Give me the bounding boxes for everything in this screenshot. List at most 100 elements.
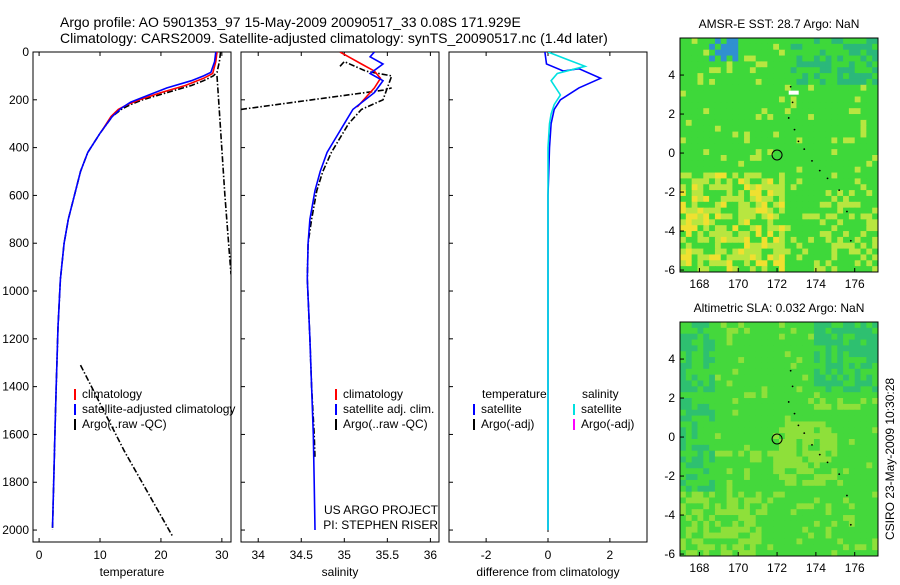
sla-cell: [802, 444, 809, 452]
sla-cell: [680, 339, 687, 346]
sla-cell: [790, 339, 798, 346]
sst-cell: [680, 248, 687, 256]
sst-cell: [773, 61, 780, 68]
sst-cell: [738, 172, 745, 179]
sst-cell: [685, 248, 693, 256]
sla-cell: [837, 509, 844, 516]
sla-cell: [837, 468, 844, 475]
sla-cell: [843, 362, 850, 370]
sst-cell: [732, 190, 739, 197]
sla-cell: [848, 427, 856, 434]
sst-cell: [767, 213, 774, 220]
sla-cell: [796, 503, 803, 510]
sst-cell: [680, 55, 687, 62]
sla-cell: [773, 439, 780, 446]
sst-cell: [685, 231, 693, 238]
sla-cell: [691, 526, 699, 534]
sst-cell: [802, 143, 809, 150]
sla-cell: [691, 345, 699, 352]
sst-cell: [831, 61, 838, 68]
sst-cell: [697, 201, 704, 209]
sst-cell: [819, 190, 827, 197]
sst-cell: [714, 90, 722, 98]
sst-cell: [732, 137, 739, 144]
sla-cell: [872, 433, 878, 440]
sla-cell: [779, 398, 786, 405]
sst-cell: [767, 184, 774, 191]
sla-cell: [819, 368, 827, 376]
sla-cell: [709, 339, 716, 346]
sla-cell: [796, 450, 803, 458]
sla-cell: [749, 357, 757, 364]
sla-cell: [808, 403, 815, 411]
sla-cell: [738, 462, 745, 469]
sst-xtick-label: 168: [689, 277, 709, 291]
sla-cell: [790, 403, 798, 411]
sla-cell: [703, 462, 710, 469]
sst-cell: [691, 43, 699, 51]
sst-cell: [790, 242, 798, 250]
sst-cell: [854, 166, 862, 174]
sla-cell: [691, 444, 699, 452]
sla-cell: [773, 509, 780, 516]
sst-cell: [726, 242, 734, 250]
sst-cell: [714, 38, 722, 45]
sst-cell: [732, 43, 739, 51]
sla-xtick-label: 176: [845, 561, 865, 575]
sst-cell: [825, 137, 833, 144]
sla-cell: [831, 351, 838, 358]
sla-cell: [755, 327, 763, 335]
sla-cell: [866, 433, 873, 440]
sst-cell: [825, 43, 833, 51]
sla-cell: [755, 468, 763, 475]
sla-cell: [848, 509, 856, 516]
sst-cell: [761, 84, 768, 92]
sla-cell: [796, 439, 803, 446]
sst-cell: [749, 102, 757, 109]
sst-cell: [703, 236, 710, 244]
sla-cell: [843, 444, 850, 452]
sla-cell: [732, 362, 739, 370]
sla-cell: [802, 339, 809, 346]
sla-cell: [749, 386, 757, 393]
sst-cell: [819, 248, 827, 256]
sst-cell: [744, 119, 751, 127]
sla-cell: [796, 538, 803, 545]
sla-cell: [744, 479, 751, 487]
sla-cell: [872, 479, 878, 487]
sst-cell: [726, 55, 734, 62]
sst-cell: [819, 73, 827, 80]
sla-cell: [808, 433, 815, 440]
sla-cell: [767, 520, 774, 528]
sst-cell: [825, 166, 833, 174]
sla-cell: [726, 538, 734, 545]
sla-cell: [784, 479, 792, 487]
sst-cell: [714, 225, 722, 232]
sst-cell: [825, 84, 833, 92]
sst-cell: [738, 254, 745, 261]
sla-cell: [744, 491, 751, 499]
sst-cell: [796, 102, 803, 109]
sst-cell: [773, 172, 780, 179]
sla-cell: [854, 415, 862, 423]
sst-cell: [796, 55, 803, 62]
sst-cell: [790, 143, 798, 150]
sst-cell: [755, 225, 763, 232]
sst-cell: [697, 178, 704, 185]
temperature-xtick-label: 30: [215, 548, 229, 562]
sla-cell: [773, 515, 780, 522]
sst-cell: [773, 143, 780, 150]
sst-cell: [837, 195, 844, 203]
sst-cell: [796, 160, 803, 168]
sst-cell: [843, 125, 850, 133]
sst-cell: [773, 38, 780, 45]
sst-cell: [744, 242, 751, 250]
sst-cell: [854, 207, 862, 215]
sst-cell: [860, 143, 867, 150]
sst-cell: [755, 149, 763, 156]
temperature-frame: [32, 51, 232, 543]
sst-cell: [720, 108, 728, 115]
sla-cell: [819, 520, 827, 528]
sla-cell: [761, 485, 768, 493]
sla-cell: [697, 462, 704, 469]
